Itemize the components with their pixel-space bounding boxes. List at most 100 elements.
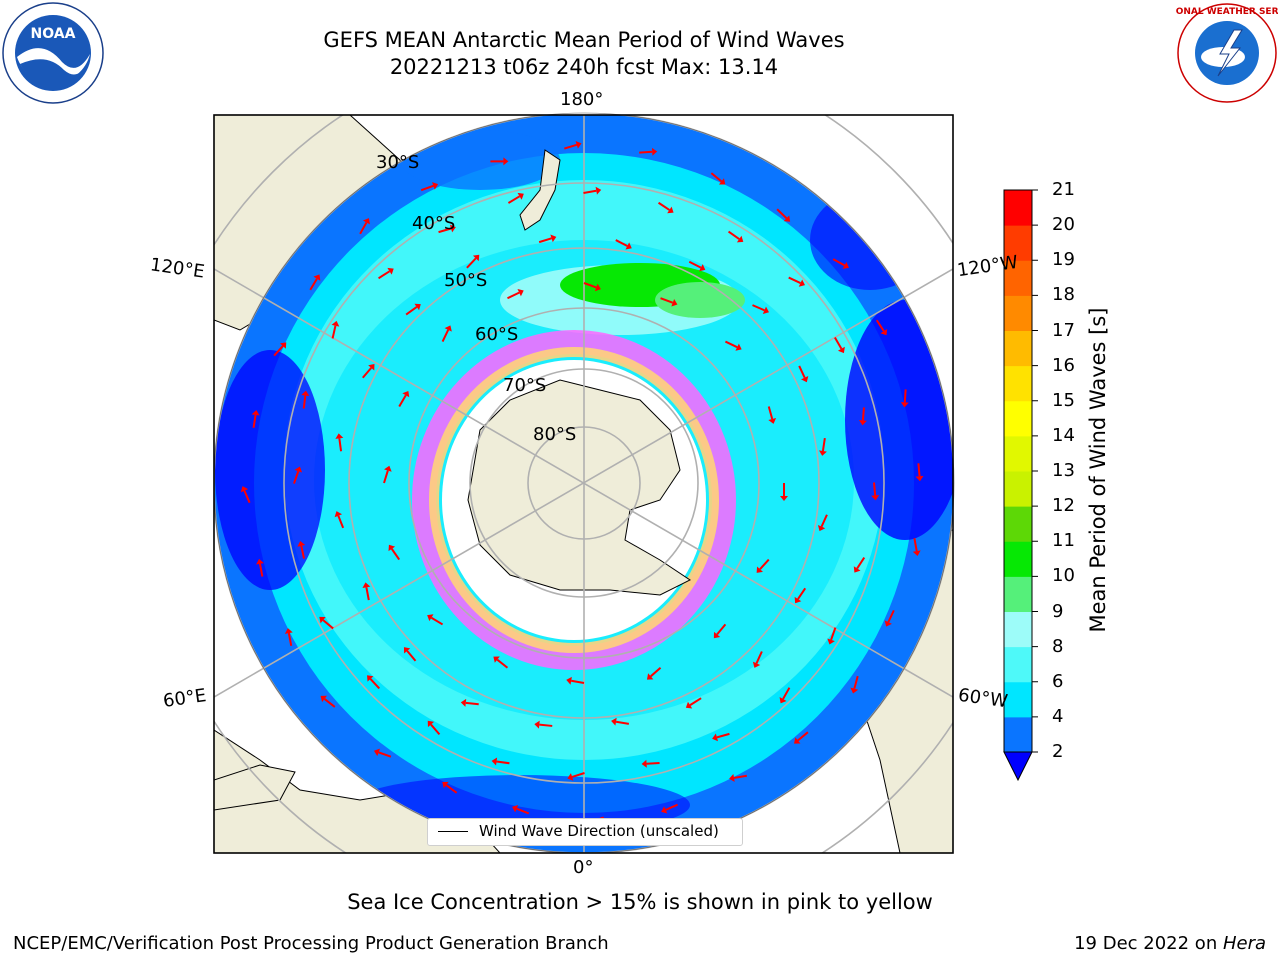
wave-arrow-shaft bbox=[496, 658, 509, 669]
wave-arrow-head bbox=[403, 647, 411, 654]
wave-arrow-shaft bbox=[390, 548, 401, 561]
wave-arrow-shaft bbox=[323, 698, 336, 708]
wave-arrow-head bbox=[284, 628, 293, 634]
wave-arrow-head bbox=[752, 661, 761, 668]
wave-arrow-shaft bbox=[821, 437, 826, 452]
wave-arrow-shaft bbox=[615, 720, 630, 725]
wave-arrow-shaft bbox=[710, 172, 723, 183]
wave-arrow-head bbox=[756, 566, 763, 573]
wave-arrow-shaft bbox=[716, 732, 730, 739]
colorbar-tick-label: 13 bbox=[1052, 460, 1075, 481]
wave-arrow-head bbox=[713, 631, 721, 639]
wave-arrow-shaft bbox=[331, 325, 337, 339]
colorbar-segment bbox=[1004, 471, 1032, 507]
wave-arrow-head bbox=[256, 558, 264, 565]
wave-arrow-head bbox=[780, 496, 788, 501]
wave-arrow-head bbox=[367, 675, 374, 682]
noaa-logo: NOAA bbox=[2, 2, 104, 104]
wave-arrow-head bbox=[427, 720, 435, 728]
wave-arrow-shaft bbox=[571, 772, 585, 778]
colorbar-tick-label: 18 bbox=[1052, 284, 1075, 306]
wave-arrow-head bbox=[611, 717, 617, 726]
wave-arrow-shaft bbox=[887, 609, 895, 623]
colorbar-segment bbox=[1004, 260, 1032, 296]
lat-label-70s: 70°S bbox=[503, 375, 547, 396]
wave-arrow-shaft bbox=[688, 260, 702, 269]
legend-label: Wind Wave Direction (unscaled) bbox=[479, 822, 719, 840]
wave-arrow-head bbox=[736, 235, 744, 243]
wave-arrow-head bbox=[801, 376, 809, 383]
legend-line-sample bbox=[438, 831, 468, 832]
wave-arrow-head bbox=[575, 140, 582, 149]
wave-arrow-head bbox=[427, 614, 434, 622]
colorbar-segment bbox=[1004, 400, 1032, 437]
wave-arrow-shaft bbox=[337, 515, 345, 529]
wave-arrow-head bbox=[768, 417, 777, 424]
wave-arrow-head bbox=[712, 733, 718, 742]
wave-arrow-head bbox=[651, 147, 658, 156]
wave-arrow-shaft bbox=[759, 558, 770, 570]
wave-arrow-shaft bbox=[538, 237, 552, 244]
wave-arrow-head bbox=[388, 544, 396, 552]
wave-arrow-head bbox=[362, 582, 371, 589]
colorbar-segment bbox=[1004, 681, 1032, 718]
wave-arrow-shaft bbox=[861, 407, 865, 421]
wave-arrow-shaft bbox=[507, 291, 520, 300]
colorbar-tick-label: 15 bbox=[1052, 389, 1075, 411]
wave-arrow-head bbox=[472, 254, 480, 262]
wave-arrow-shaft bbox=[798, 365, 806, 379]
wave-arrow-shaft bbox=[650, 667, 662, 678]
nws-logo-text: NATIONAL WEATHER SERVICE bbox=[1176, 7, 1278, 17]
wave-arrow-shaft bbox=[797, 587, 807, 600]
wave-arrow-head bbox=[729, 773, 735, 782]
colorbar bbox=[1003, 189, 1038, 782]
wave-arrow-head bbox=[566, 676, 572, 685]
colorbar-segment bbox=[1004, 330, 1032, 367]
colorbar-tick-label: 11 bbox=[1052, 530, 1075, 552]
wave-arrow-head bbox=[493, 656, 500, 663]
wave-arrow-head bbox=[373, 748, 380, 757]
wave-arrow-shaft bbox=[300, 545, 305, 559]
wave-arrow-shaft bbox=[583, 282, 597, 289]
footer-host: Hera bbox=[1222, 933, 1266, 954]
wave-arrow-head bbox=[414, 303, 421, 311]
wave-arrow-shaft bbox=[755, 651, 763, 664]
wave-arrow-head bbox=[387, 267, 394, 275]
wave-arrow-shaft bbox=[832, 258, 846, 267]
wave-arrow-head bbox=[779, 697, 787, 704]
wave-arrow-shaft bbox=[660, 297, 674, 304]
wave-arrow-head bbox=[794, 737, 801, 744]
wave-arrow-shaft bbox=[507, 195, 521, 204]
chart-subtitle: 20221213 t06z 240h fcst Max: 13.14 bbox=[389, 55, 779, 79]
wave-arrow-shaft bbox=[917, 463, 921, 477]
wave-arrow-shaft bbox=[322, 619, 334, 630]
wave-arrow-shaft bbox=[405, 306, 418, 316]
wave-arrow-shaft bbox=[788, 276, 801, 284]
wave-arrow-head bbox=[368, 364, 375, 371]
wave-arrow-shaft bbox=[583, 189, 597, 194]
wave-arrow-shaft bbox=[302, 395, 307, 409]
colorbar-segment bbox=[1004, 646, 1032, 683]
wave-arrow-head bbox=[503, 157, 509, 166]
wave-arrow-head bbox=[362, 218, 370, 225]
wave-arrow-shaft bbox=[496, 760, 510, 765]
wave-arrow-shaft bbox=[776, 208, 788, 219]
graticule bbox=[214, 115, 953, 853]
wave-arrow-head bbox=[667, 206, 674, 214]
wave-arrow-shaft bbox=[639, 150, 653, 154]
wave-arrow-head bbox=[294, 466, 303, 473]
wave-arrow-head bbox=[900, 402, 909, 408]
wave-arrow-shaft bbox=[441, 329, 450, 343]
wave-arrow-head bbox=[783, 215, 791, 222]
wave-arrow-shaft bbox=[378, 751, 392, 758]
lat-label-60s: 60°S bbox=[475, 324, 519, 345]
new-zealand-land bbox=[519, 149, 561, 231]
wave-arrow-shaft bbox=[615, 239, 628, 247]
wave-arrow-shaft bbox=[287, 632, 293, 647]
footer-date-text: 19 Dec 2022 on bbox=[1074, 933, 1223, 954]
colorbar-segment bbox=[1004, 295, 1032, 331]
wave-arrow-head bbox=[735, 343, 742, 351]
wave-arrow-shaft bbox=[820, 514, 828, 528]
wave-arrow-head bbox=[297, 540, 306, 547]
